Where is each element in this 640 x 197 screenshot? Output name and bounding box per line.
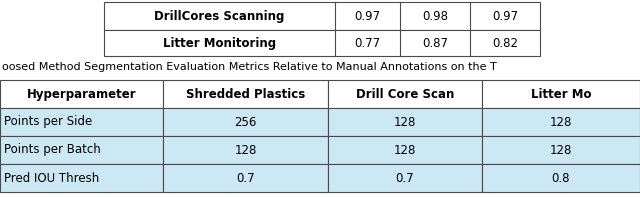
Text: Points per Side: Points per Side bbox=[4, 115, 92, 128]
Text: 0.8: 0.8 bbox=[552, 172, 570, 185]
Text: 128: 128 bbox=[394, 143, 416, 156]
Text: 128: 128 bbox=[234, 143, 257, 156]
Bar bbox=[163, 136, 328, 164]
Text: 0.82: 0.82 bbox=[492, 36, 518, 49]
Bar bbox=[0, 108, 163, 136]
Bar bbox=[482, 80, 640, 108]
Text: 128: 128 bbox=[550, 115, 572, 128]
Bar bbox=[482, 136, 640, 164]
Text: Pred IOU Thresh: Pred IOU Thresh bbox=[4, 172, 99, 185]
Bar bbox=[163, 164, 328, 192]
Bar bbox=[0, 80, 163, 108]
Text: 0.87: 0.87 bbox=[422, 36, 448, 49]
Bar bbox=[328, 136, 482, 164]
Text: Points per Batch: Points per Batch bbox=[4, 143, 100, 156]
Text: 0.97: 0.97 bbox=[355, 9, 381, 22]
Text: oosed Method Segmentation Evaluation Metrics Relative to Manual Annotations on t: oosed Method Segmentation Evaluation Met… bbox=[2, 62, 497, 72]
Bar bbox=[104, 2, 540, 30]
Text: Hyperparameter: Hyperparameter bbox=[27, 87, 136, 100]
Text: 128: 128 bbox=[550, 143, 572, 156]
Bar bbox=[163, 80, 328, 108]
Text: DrillCores Scanning: DrillCores Scanning bbox=[154, 9, 285, 22]
Text: 0.7: 0.7 bbox=[236, 172, 255, 185]
Bar bbox=[328, 108, 482, 136]
Bar bbox=[0, 136, 163, 164]
Text: 0.77: 0.77 bbox=[355, 36, 381, 49]
Bar bbox=[104, 30, 540, 56]
Text: Litter Mo: Litter Mo bbox=[531, 87, 591, 100]
Text: 128: 128 bbox=[394, 115, 416, 128]
Bar bbox=[0, 164, 163, 192]
Text: 0.7: 0.7 bbox=[396, 172, 414, 185]
Bar bbox=[328, 80, 482, 108]
Text: Drill Core Scan: Drill Core Scan bbox=[356, 87, 454, 100]
Text: Shredded Plastics: Shredded Plastics bbox=[186, 87, 305, 100]
Text: 256: 256 bbox=[234, 115, 257, 128]
Bar bbox=[482, 108, 640, 136]
Text: 0.98: 0.98 bbox=[422, 9, 448, 22]
Text: Litter Monitoring: Litter Monitoring bbox=[163, 36, 276, 49]
Bar bbox=[482, 164, 640, 192]
Text: 0.97: 0.97 bbox=[492, 9, 518, 22]
Bar bbox=[328, 164, 482, 192]
Bar bbox=[163, 108, 328, 136]
